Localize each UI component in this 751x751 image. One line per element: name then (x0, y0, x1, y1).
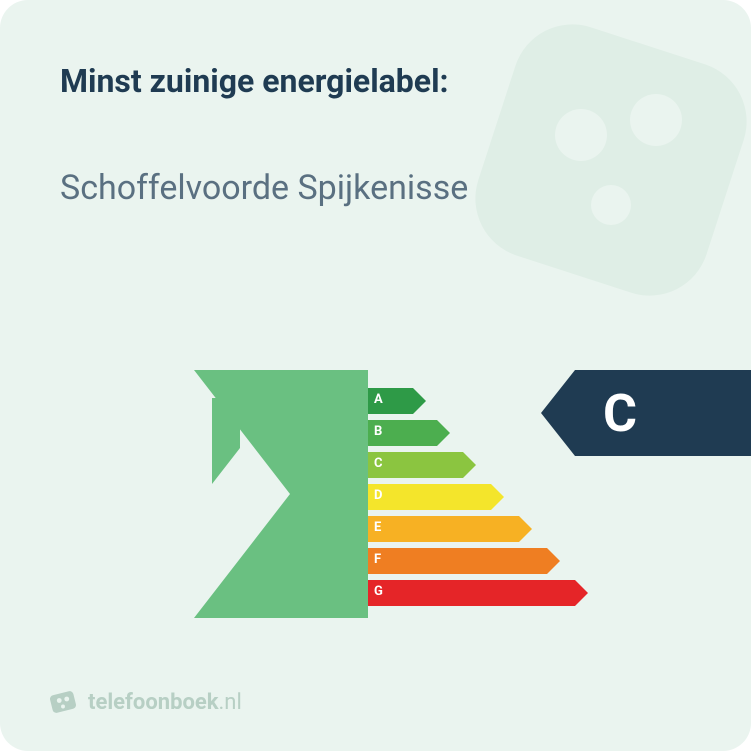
subtitle: Schoffelvoorde Spijkenisse (60, 168, 468, 208)
bar-shape (368, 580, 588, 606)
energy-chart: A B C D E F G (180, 370, 600, 630)
highlight-letter: C (603, 383, 635, 444)
brand-thin: .nl (219, 690, 242, 715)
bar-letter: F (374, 552, 381, 567)
footer: telefoonboek.nl (48, 687, 242, 717)
highlight-arrow (541, 370, 751, 456)
brand-text: telefoonboek.nl (88, 690, 242, 715)
bar-letter: G (374, 584, 383, 599)
bar-shape (368, 548, 560, 574)
bar-letter: C (374, 456, 383, 471)
highlight-label: C (541, 370, 751, 456)
bar-shape (368, 484, 504, 510)
bar-letter: D (374, 488, 382, 503)
title: Minst zuinige energielabel: (60, 62, 449, 100)
bar-letter: E (374, 520, 381, 535)
bg-plug-deco (431, 0, 751, 340)
bar-shape (368, 516, 532, 542)
bar-shape (368, 452, 476, 478)
brand-icon (48, 687, 78, 717)
brand-bold: telefoonboek (88, 690, 219, 715)
bar-letter: B (374, 424, 382, 439)
bar-letter: A (374, 392, 383, 407)
card: Minst zuinige energielabel: Schoffelvoor… (0, 0, 751, 751)
house-icon (180, 370, 368, 618)
